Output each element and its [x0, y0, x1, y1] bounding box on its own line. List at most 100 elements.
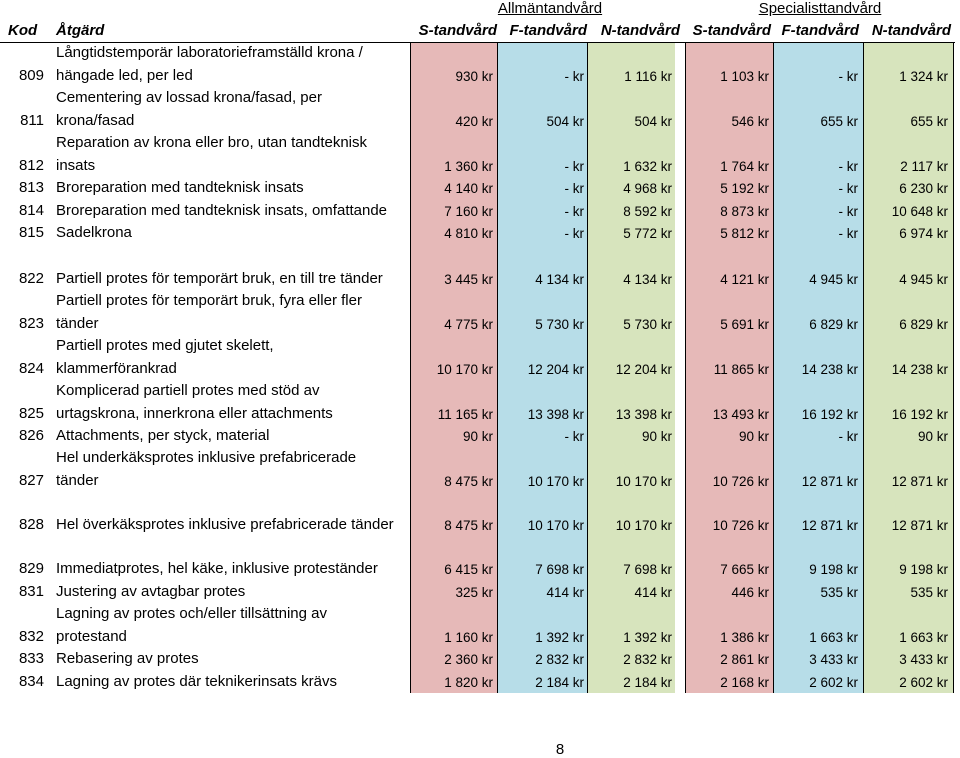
- table-row: 828 Hel överkäksprotes inklusive prefabri…: [0, 514, 960, 537]
- price-cell: 2 861 kr: [720, 652, 769, 667]
- table-row: 814 Broreparation med tandteknisk insats,…: [0, 200, 960, 223]
- price-cell: 2 360 kr: [444, 652, 493, 667]
- price-cell: 1 103 kr: [720, 68, 769, 84]
- col-border: [685, 43, 686, 693]
- atgard-line: Cementering av lossad krona/fasad, per: [56, 89, 322, 106]
- price-cell: 3 445 kr: [444, 272, 493, 287]
- header-kod: Kod: [8, 22, 38, 39]
- atgard-line: Broreparation med tandteknisk insats, om…: [56, 202, 388, 219]
- price-cell: 2 168 kr: [720, 675, 769, 690]
- price-cell: 16 192 kr: [801, 406, 858, 422]
- price-cell: 13 398 kr: [527, 406, 584, 422]
- price-cell: 8 873 kr: [720, 204, 769, 219]
- table-row: 815 Sadelkrona 4 810 kr - kr 5 772 kr 5 812 k…: [0, 222, 960, 245]
- atgard-line: krona/fasad: [56, 111, 135, 129]
- price-cell: - kr: [838, 204, 859, 219]
- price-cell: 1 820 kr: [444, 675, 493, 690]
- col-border: [587, 43, 588, 693]
- row-atgard: Partiell protes med gjutet skelett, klamm…: [56, 335, 406, 380]
- row-atgard: Partiell protes för temporärt bruk, en t…: [56, 268, 406, 291]
- price-cell: 6 829 kr: [809, 316, 858, 332]
- header-col-0: S-tandvård: [418, 22, 497, 39]
- price-cell: 6 829 kr: [899, 316, 948, 332]
- price-cell: - kr: [838, 226, 859, 241]
- table-row: 832 Lagning av protes och/eller tillsättn…: [0, 603, 960, 648]
- row-atgard: Partiell protes för temporärt bruk, fyra…: [56, 290, 406, 335]
- price-cell: 12 871 kr: [891, 518, 948, 533]
- price-cell: 2 184 kr: [535, 675, 584, 690]
- row-atgard: Broreparation med tandteknisk insats: [56, 177, 406, 200]
- row-atgard: Reparation av krona eller bro, utan tand…: [56, 132, 406, 177]
- group-header-specialisttandvard: Specialisttandvård: [758, 0, 882, 17]
- price-cell: 2 832 kr: [535, 652, 584, 667]
- price-cell: 4 134 kr: [535, 272, 584, 287]
- price-cell: 11 165 kr: [437, 406, 493, 422]
- price-cell: 7 698 kr: [535, 562, 584, 577]
- col-border: [410, 43, 411, 693]
- atgard-line: hängade led, per led: [56, 66, 193, 84]
- header-col-5: N-tandvård: [871, 22, 951, 39]
- row-kod: 826: [18, 427, 44, 444]
- price-cell: 2 117 kr: [900, 158, 948, 174]
- header-col-1: F-tandvård: [509, 22, 587, 39]
- row-kod: 823: [18, 314, 44, 332]
- price-cell: 10 726 kr: [712, 473, 769, 489]
- atgard-line: Justering av avtagbar protes: [56, 583, 246, 600]
- price-cell: 3 433 kr: [899, 652, 948, 667]
- atgard-line: Hel överkäksprotes inklusive prefabricer…: [56, 516, 394, 533]
- row-kod: 813: [18, 179, 44, 196]
- col-border: [953, 43, 954, 693]
- atgard-line: Rebasering av protes: [56, 650, 199, 667]
- row-kod: 834: [18, 673, 44, 690]
- header-atgard: Åtgärd: [56, 22, 105, 39]
- price-cell: - kr: [564, 181, 585, 196]
- price-cell: 12 871 kr: [891, 473, 948, 489]
- row-kod: 832: [18, 627, 44, 645]
- row-atgard: Komplicerad partiell protes med stöd av u…: [56, 380, 406, 425]
- price-cell: 12 871 kr: [801, 518, 858, 533]
- row-atgard: Hel underkäksprotes inklusive prefabrice…: [56, 447, 406, 492]
- table-row: 824 Partiell protes med gjutet skelett, kl…: [0, 335, 960, 380]
- price-cell: 4 775 kr: [444, 316, 493, 332]
- atgard-line: tänder: [56, 314, 99, 332]
- row-atgard: Lagning av protes där teknikerinsats krä…: [56, 671, 406, 694]
- row-kod: 809: [18, 66, 44, 84]
- price-cell: 12 871 kr: [801, 473, 858, 489]
- price-cell: 90 kr: [738, 429, 769, 444]
- atgard-line: tänder: [56, 471, 99, 489]
- table-row: 831 Justering av avtagbar protes 325 kr 414…: [0, 581, 960, 604]
- price-cell: 504 kr: [546, 113, 584, 129]
- price-cell: 535 kr: [910, 585, 948, 600]
- row-kod: 815: [18, 224, 44, 241]
- table-row: 809 Långtidstemporär laboratorieframställ…: [0, 42, 960, 87]
- row-kod: 822: [18, 270, 44, 287]
- price-cell: 8 475 kr: [444, 518, 493, 533]
- price-cell: 10 170 kr: [436, 361, 493, 377]
- table-row: 813 Broreparation med tandteknisk insats 4…: [0, 177, 960, 200]
- atgard-line: Attachments, per styck, material: [56, 427, 270, 444]
- row-atgard: Broreparation med tandteknisk insats, om…: [56, 200, 406, 223]
- band-special-n: [863, 43, 953, 693]
- row-kod: 831: [18, 583, 44, 600]
- price-cell: 11 865 kr: [713, 361, 769, 377]
- price-cell: 5 730 kr: [535, 316, 584, 332]
- row-atgard: Justering av avtagbar protes: [56, 581, 406, 604]
- price-cell: 8 592 kr: [623, 204, 672, 219]
- table-row: 812 Reparation av krona eller bro, utan t…: [0, 132, 960, 177]
- table-row: 822 Partiell protes för temporärt bruk, e…: [0, 268, 960, 291]
- price-cell: - kr: [564, 68, 585, 84]
- price-cell: 420 kr: [455, 113, 493, 129]
- atgard-line: Långtidstemporär laboratorieframställd k…: [56, 44, 363, 61]
- price-cell: 655 kr: [820, 113, 858, 129]
- price-cell: 1 116 kr: [624, 68, 672, 84]
- row-kod: 829: [18, 560, 44, 577]
- price-cell: 1 663 kr: [809, 629, 858, 645]
- price-cell: 546 kr: [731, 113, 769, 129]
- price-cell: 9 198 kr: [899, 562, 948, 577]
- price-cell: 5 192 kr: [720, 181, 769, 196]
- price-cell: 2 832 kr: [623, 652, 672, 667]
- table-row: 811 Cementering av lossad krona/fasad, pe…: [0, 87, 960, 132]
- price-cell: 16 192 kr: [891, 406, 948, 422]
- price-cell: 2 602 kr: [899, 675, 948, 690]
